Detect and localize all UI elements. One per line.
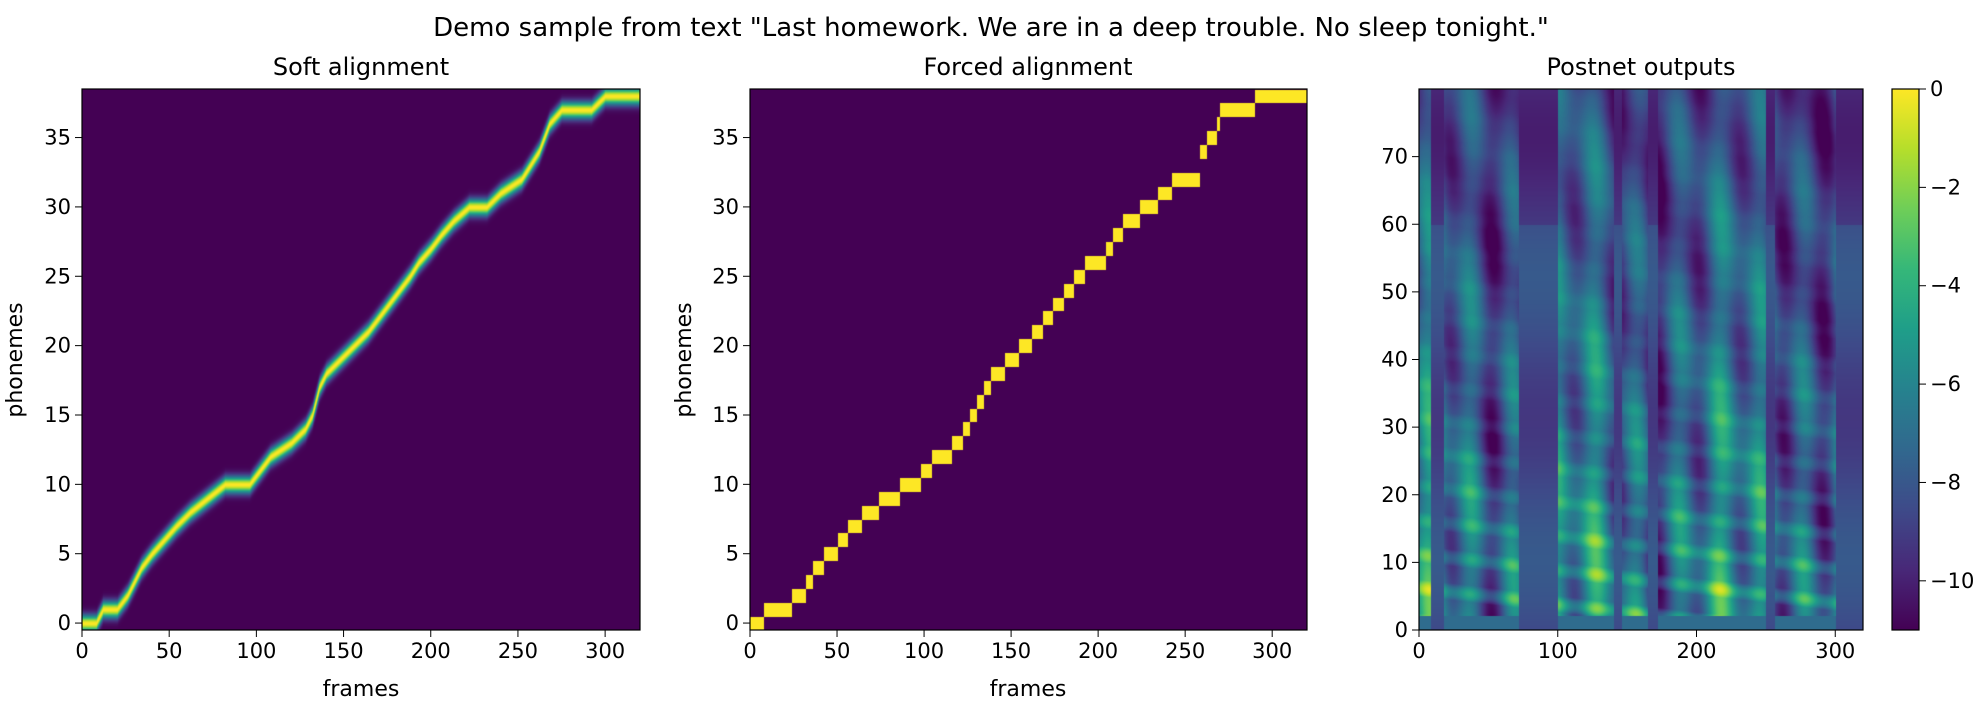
forced-alignment-xlabel: frames	[990, 677, 1067, 702]
colorbar-tick-label: −8	[1930, 470, 1961, 494]
xtick-label: 50	[156, 639, 183, 663]
xtick-label: 300	[585, 639, 625, 663]
ytick-label: 15	[44, 403, 71, 427]
forced-alignment-title: Forced alignment	[923, 53, 1132, 81]
panel-forced-alignment: Forced alignment 0 50 100 150 200 250 300 0 5 10 1…	[672, 53, 1308, 702]
colorbar: 0 −2 −4 −6 −8 −10	[1891, 77, 1974, 631]
colorbar-tick-label: −10	[1930, 569, 1974, 593]
soft-alignment-heatmap	[82, 89, 640, 630]
xtick-label: 100	[236, 639, 276, 663]
ytick-label: 5	[58, 542, 71, 566]
colorbar-tick-label: 0	[1930, 77, 1943, 101]
ytick-label: 50	[1381, 280, 1408, 304]
xtick-label: 150	[991, 639, 1031, 663]
xtick-label: 50	[824, 639, 851, 663]
ytick-label: 35	[712, 126, 739, 150]
panel-postnet-outputs: Postnet outputs 0 100 200 300 0 10 20 30 40 50 60 7…	[1381, 53, 1864, 663]
ytick-label: 10	[44, 472, 71, 496]
ytick-label: 20	[712, 334, 739, 358]
soft-alignment-title: Soft alignment	[273, 53, 449, 81]
ytick-label: 60	[1381, 212, 1408, 236]
xtick-label: 0	[1412, 639, 1425, 663]
ytick-label: 25	[44, 264, 71, 288]
forced-alignment-frame	[749, 88, 1308, 631]
figure-suptitle: Demo sample from text "Last homework. We…	[433, 13, 1549, 43]
forced-alignment-heatmap	[750, 89, 1307, 630]
xtick-label: 250	[498, 639, 538, 663]
xtick-label: 250	[1165, 639, 1205, 663]
xtick-label: 0	[743, 639, 756, 663]
ytick-label: 5	[726, 542, 739, 566]
soft-alignment-xlabel: frames	[323, 677, 400, 702]
ytick-label: 25	[712, 264, 739, 288]
colorbar-gradient	[1892, 89, 1919, 630]
ytick-label: 15	[712, 403, 739, 427]
xtick-label: 100	[1538, 639, 1578, 663]
ytick-label: 20	[44, 334, 71, 358]
panel-soft-alignment: Soft alignment 0 50 100 150 200 250 300 0 5 10 15 2…	[3, 53, 641, 702]
ytick-label: 30	[712, 195, 739, 219]
ytick-label: 10	[712, 472, 739, 496]
xtick-label: 300	[1815, 639, 1855, 663]
colorbar-tick-label: −4	[1930, 274, 1961, 298]
soft-alignment-ylabel: phonemes	[3, 302, 28, 417]
ytick-label: 0	[726, 611, 739, 635]
forced-alignment-ylabel: phonemes	[672, 302, 697, 417]
colorbar-tick-label: −2	[1930, 175, 1961, 199]
ytick-label: 30	[44, 195, 71, 219]
ytick-label: 70	[1381, 145, 1408, 169]
colorbar-tick-label: −6	[1930, 372, 1961, 396]
ytick-label: 10	[1381, 550, 1408, 574]
xtick-label: 200	[1676, 639, 1716, 663]
xtick-label: 150	[324, 639, 364, 663]
xtick-label: 200	[411, 639, 451, 663]
xtick-label: 0	[75, 639, 88, 663]
ytick-label: 20	[1381, 483, 1408, 507]
xtick-label: 300	[1252, 639, 1292, 663]
ytick-label: 0	[1395, 618, 1408, 642]
xtick-label: 100	[904, 639, 944, 663]
soft-alignment-frame	[81, 88, 641, 631]
colorbar-frame	[1891, 88, 1920, 631]
ytick-label: 0	[58, 611, 71, 635]
xtick-label: 200	[1078, 639, 1118, 663]
postnet-outputs-heatmap	[1419, 89, 1863, 630]
postnet-outputs-title: Postnet outputs	[1547, 53, 1736, 81]
ytick-label: 30	[1381, 415, 1408, 439]
ytick-label: 40	[1381, 348, 1408, 372]
ytick-label: 35	[44, 126, 71, 150]
